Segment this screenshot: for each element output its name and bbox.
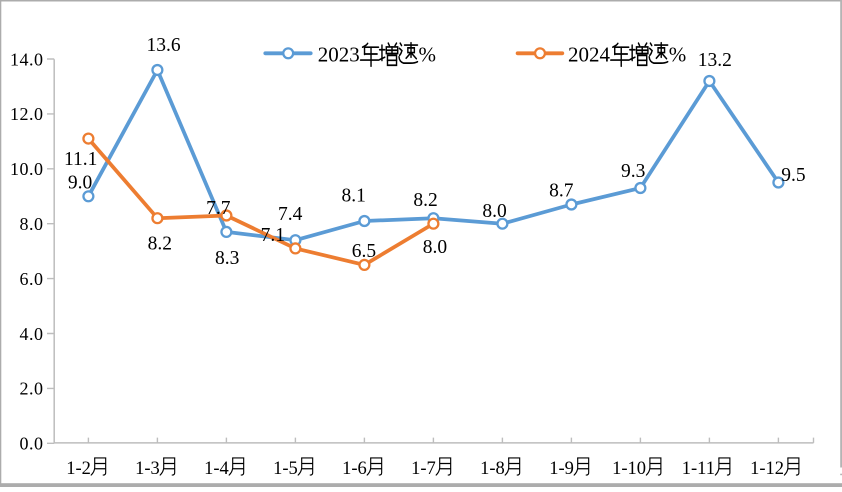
svg-text:1-9: 1-9 — [549, 459, 574, 479]
svg-text:7.4: 7.4 — [278, 204, 303, 225]
svg-text:0.0: 0.0 — [20, 434, 44, 454]
svg-text:1-8: 1-8 — [480, 459, 505, 479]
svg-text:13.6: 13.6 — [146, 35, 180, 56]
svg-text:8.0: 8.0 — [482, 201, 506, 222]
svg-text:8.0: 8.0 — [423, 237, 447, 258]
svg-text:12.0: 12.0 — [10, 104, 44, 124]
svg-text:8.1: 8.1 — [342, 186, 366, 207]
svg-text:1-2: 1-2 — [66, 459, 91, 479]
svg-text:1-3: 1-3 — [135, 459, 160, 479]
svg-text:7.7: 7.7 — [206, 198, 231, 219]
svg-text:8.2: 8.2 — [148, 234, 172, 255]
svg-text:1-6: 1-6 — [342, 459, 367, 479]
svg-text:1-5: 1-5 — [273, 459, 298, 479]
svg-text:2024: 2024 — [568, 42, 611, 66]
svg-text:14.0: 14.0 — [10, 49, 44, 69]
svg-text:13.2: 13.2 — [698, 50, 732, 71]
svg-text:2.0: 2.0 — [20, 379, 44, 399]
svg-text:9.3: 9.3 — [621, 161, 645, 182]
svg-text:9.5: 9.5 — [781, 165, 805, 186]
svg-text:8.7: 8.7 — [549, 181, 574, 202]
svg-text:11.1: 11.1 — [64, 149, 97, 170]
svg-text:1-10: 1-10 — [612, 459, 646, 479]
svg-text:%: % — [669, 42, 687, 66]
svg-text:1-4: 1-4 — [204, 459, 229, 479]
svg-text:1-7: 1-7 — [411, 459, 436, 479]
svg-text:6.0: 6.0 — [20, 269, 44, 289]
svg-text:8.3: 8.3 — [215, 248, 239, 269]
svg-text:7.1: 7.1 — [261, 225, 285, 246]
svg-text:8.2: 8.2 — [413, 190, 437, 211]
svg-text:%: % — [419, 42, 437, 66]
svg-text:10.0: 10.0 — [10, 159, 44, 179]
svg-text:4.0: 4.0 — [20, 324, 44, 344]
svg-text:9.0: 9.0 — [68, 172, 92, 193]
svg-text:8.0: 8.0 — [20, 214, 44, 234]
svg-text:1-11: 1-11 — [682, 459, 715, 479]
svg-text:2023: 2023 — [318, 42, 360, 66]
svg-text:6.5: 6.5 — [352, 241, 376, 262]
svg-text:1-12: 1-12 — [750, 459, 784, 479]
